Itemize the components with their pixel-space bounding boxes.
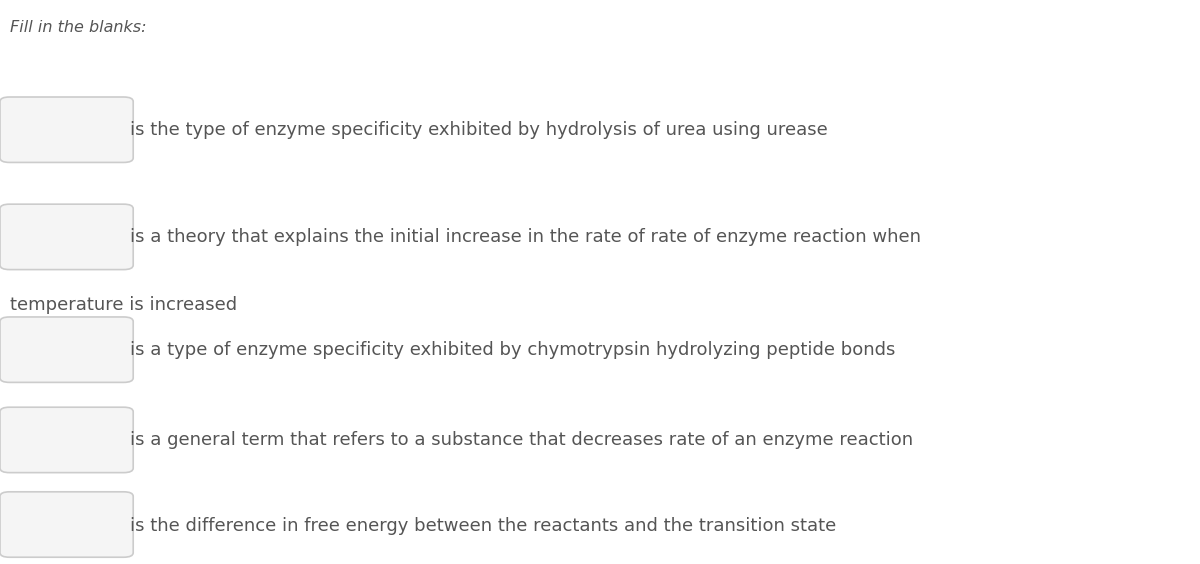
Text: is a general term that refers to a substance that decreases rate of an enzyme re: is a general term that refers to a subst… <box>130 431 913 449</box>
FancyBboxPatch shape <box>0 204 133 270</box>
Text: is the difference in free energy between the reactants and the transition state: is the difference in free energy between… <box>130 517 836 535</box>
FancyBboxPatch shape <box>0 407 133 473</box>
FancyBboxPatch shape <box>0 317 133 382</box>
Text: Fill in the blanks:: Fill in the blanks: <box>10 20 146 35</box>
FancyBboxPatch shape <box>0 97 133 162</box>
Text: is the type of enzyme specificity exhibited by hydrolysis of urea using urease: is the type of enzyme specificity exhibi… <box>130 121 827 139</box>
Text: is a theory that explains the initial increase in the rate of rate of enzyme rea: is a theory that explains the initial in… <box>130 228 920 246</box>
FancyBboxPatch shape <box>0 492 133 557</box>
Text: is a type of enzyme specificity exhibited by chymotrypsin hydrolyzing peptide bo: is a type of enzyme specificity exhibite… <box>130 341 895 359</box>
Text: temperature is increased: temperature is increased <box>10 296 236 314</box>
